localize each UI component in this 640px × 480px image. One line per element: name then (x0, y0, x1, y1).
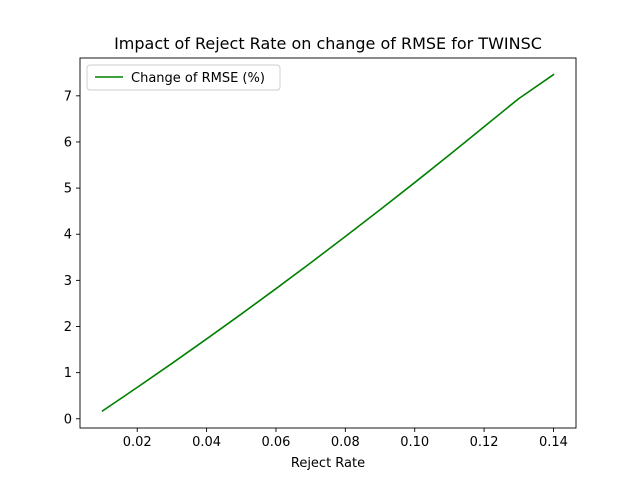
series-line-change-of-rmse (101, 73, 555, 413)
y-tick-label: 6 (64, 135, 72, 150)
x-tick-label: 0.04 (192, 435, 221, 450)
y-tick-label: 0 (64, 412, 72, 427)
y-tick-label: 3 (64, 274, 72, 289)
y-tick-label: 4 (64, 228, 72, 243)
x-tick-label: 0.12 (470, 435, 499, 450)
x-tick-label: 0.10 (400, 435, 429, 450)
plot-area (101, 73, 555, 413)
y-tick-label: 5 (64, 182, 72, 197)
axes-frame (79, 57, 577, 429)
legend-label: Change of RMSE (%) (131, 71, 265, 86)
chart-title: Impact of Reject Rate on change of RMSE … (114, 34, 542, 53)
x-tick-label: 0.02 (123, 435, 152, 450)
y-tick-label: 2 (64, 320, 72, 335)
x-axis-label: Reject Rate (291, 456, 365, 471)
x-tick-label: 0.14 (539, 435, 568, 450)
legend-box (86, 64, 281, 91)
x-axis-ticks: 0.02 0.04 0.06 0.08 0.10 0.12 0.14 (123, 428, 568, 450)
y-tick-label: 1 (64, 366, 72, 381)
y-axis-ticks: 0 1 2 3 4 5 6 7 (64, 89, 80, 427)
x-tick-label: 0.06 (261, 435, 290, 450)
x-tick-label: 0.08 (331, 435, 360, 450)
legend: Change of RMSE (%) (86, 64, 281, 91)
y-tick-label: 7 (64, 89, 72, 104)
